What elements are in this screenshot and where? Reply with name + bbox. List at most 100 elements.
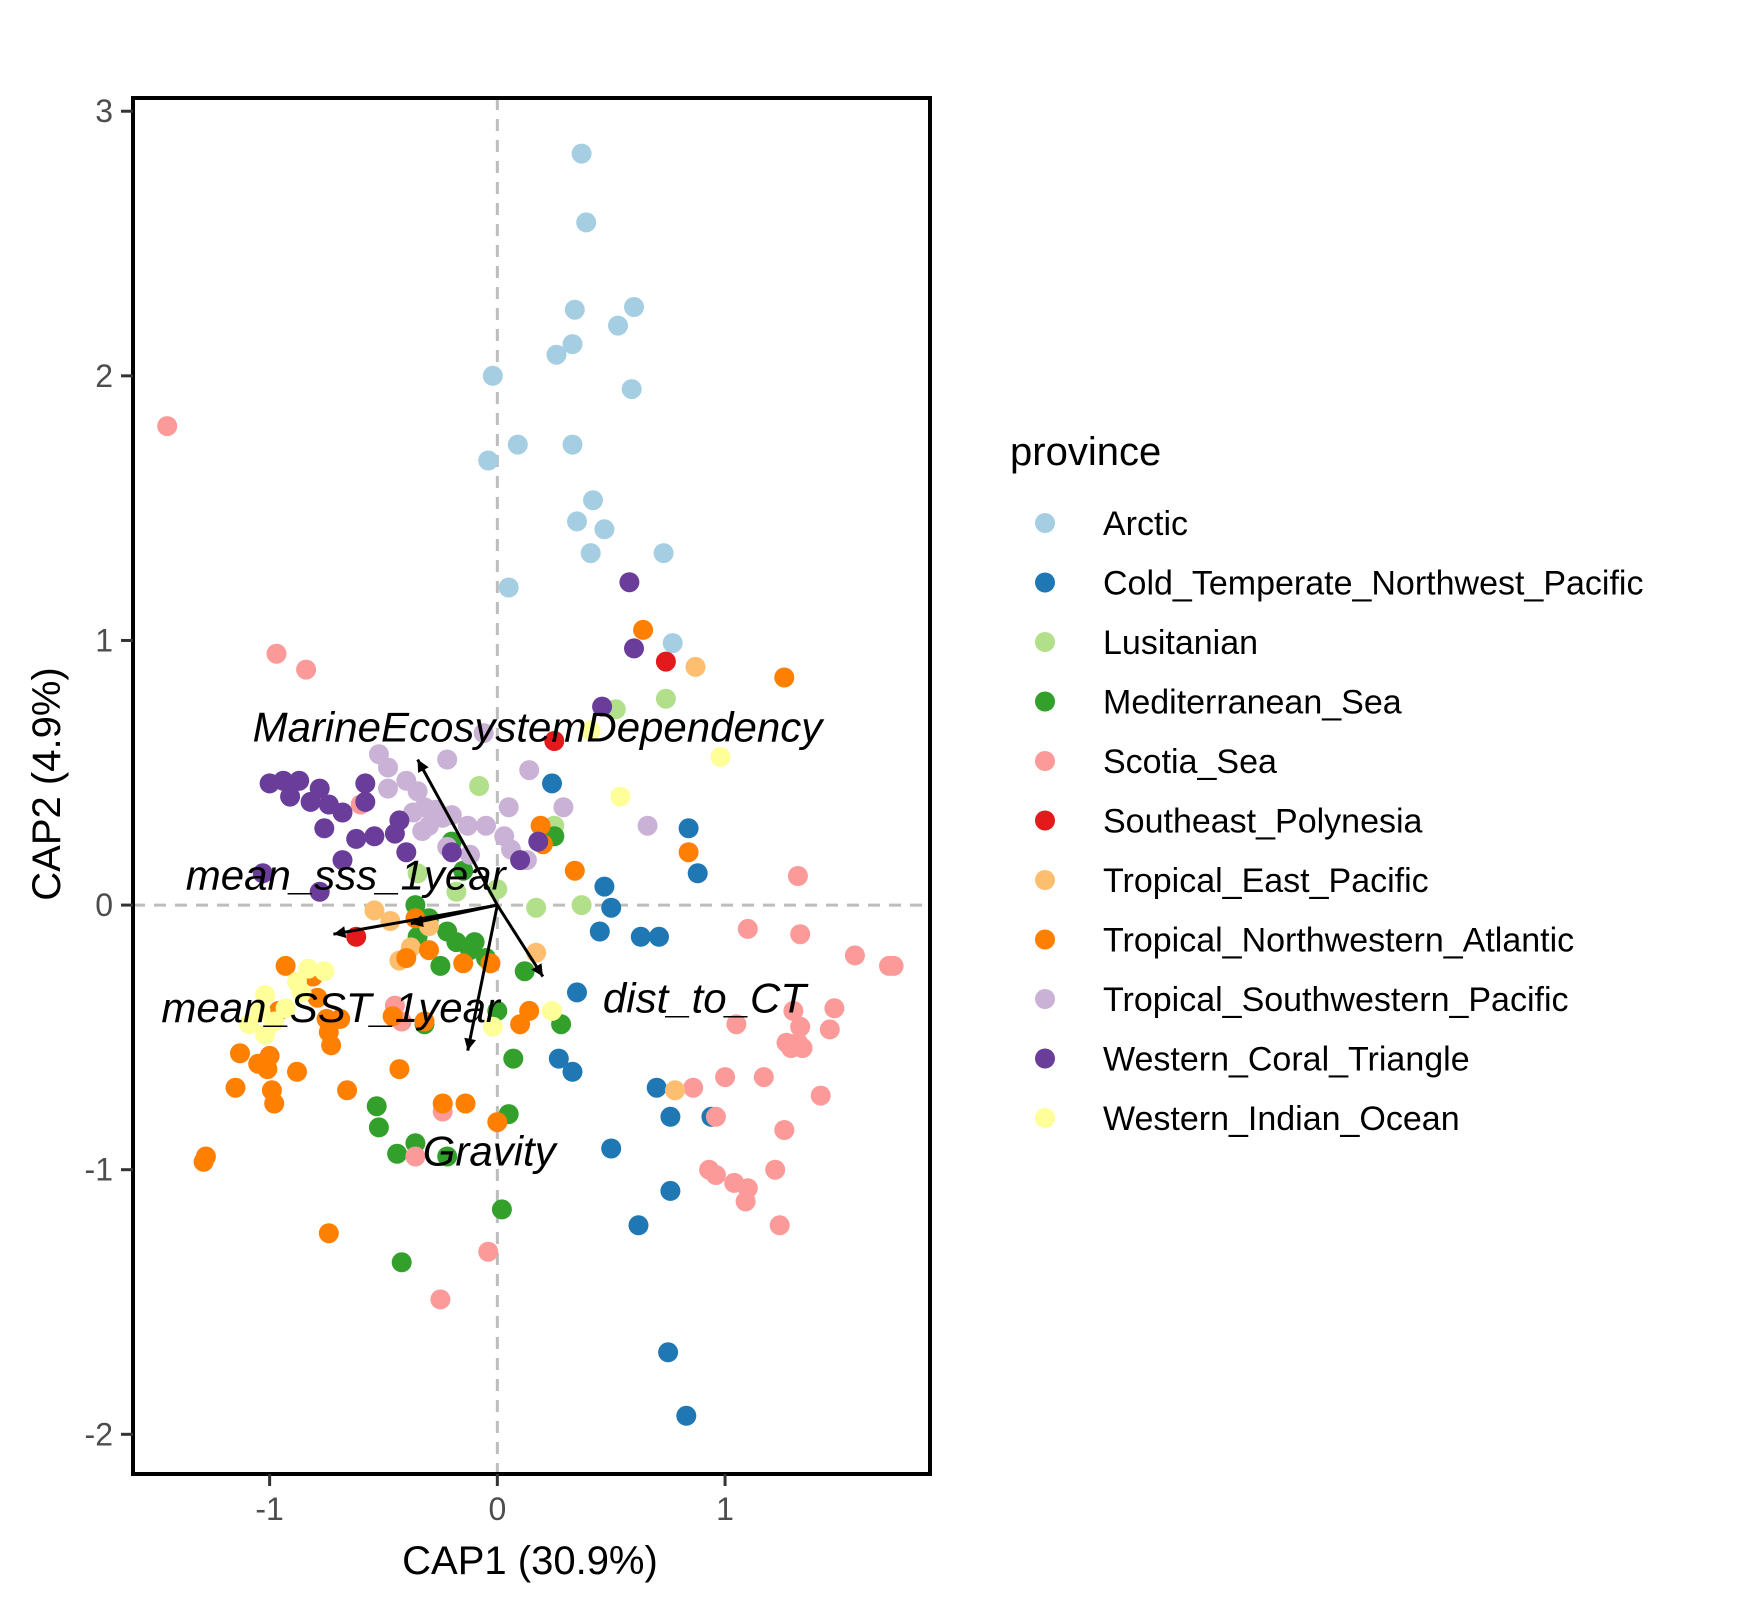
data-point [491, 1199, 512, 1220]
data-point [621, 379, 642, 400]
data-point [296, 659, 317, 680]
legend-swatch [1035, 870, 1055, 890]
data-point [250, 1000, 271, 1021]
data-point [546, 344, 567, 365]
data-point [619, 572, 640, 593]
data-point [628, 1215, 649, 1236]
legend: province Arctic Cold_Temperate_Northwest_… [1010, 430, 1643, 1138]
data-point [792, 1038, 813, 1058]
biplot-arrow: MarineEcosystemDependency [253, 704, 826, 906]
y-tick-label: -2 [85, 1416, 113, 1452]
data-point [544, 731, 565, 751]
arrow-label: mean_SST_1year [161, 984, 502, 1031]
data-point [503, 1048, 524, 1069]
y-tick-label: 1 [95, 622, 113, 658]
data-point [455, 1093, 476, 1114]
data-point [437, 1146, 458, 1167]
data-point [765, 1159, 786, 1180]
data-point [289, 770, 310, 791]
data-point [571, 143, 592, 164]
data-point [608, 315, 628, 336]
legend-item: Western_Indian_Ocean [1035, 1100, 1460, 1138]
legend-item: Arctic [1035, 505, 1188, 543]
data-point [368, 1117, 389, 1138]
legend-label: Lusitanian [1103, 624, 1258, 662]
data-point [783, 1000, 804, 1021]
data-point [280, 786, 301, 807]
legend-swatch [1035, 751, 1055, 771]
data-point [655, 688, 676, 709]
data-point [337, 1080, 358, 1101]
legend-title: province [1010, 430, 1161, 474]
data-point [646, 1077, 667, 1098]
data-point [364, 900, 385, 921]
data-point [562, 1061, 583, 1082]
arrow-head [531, 963, 543, 977]
series-Scotia_Sea [157, 416, 904, 1310]
data-point [300, 791, 321, 812]
data-point [514, 961, 535, 982]
data-point [378, 757, 398, 778]
data-point [594, 876, 615, 897]
legend-label: Cold_Temperate_Northwest_Pacific [1103, 565, 1643, 603]
data-point [567, 511, 587, 532]
data-point [715, 1067, 736, 1088]
data-point [687, 863, 708, 884]
arrow-shaft [496, 904, 545, 978]
legend-label: Tropical_East_Pacific [1103, 862, 1429, 900]
data-point [473, 723, 494, 744]
data-point [665, 1080, 685, 1101]
data-point [364, 826, 385, 847]
x-tick-label: -1 [255, 1491, 283, 1527]
series-Cold_Temperate_Northwest_Pacific [542, 773, 722, 1426]
data-point [528, 831, 549, 852]
data-point [562, 434, 583, 455]
data-point [542, 1000, 562, 1021]
legend-item: Cold_Temperate_Northwest_Pacific [1035, 565, 1643, 603]
data-point [430, 955, 451, 976]
data-point [649, 926, 669, 947]
arrow-label: Gravity [423, 1128, 559, 1175]
legend-swatch [1035, 691, 1055, 712]
data-point [683, 1077, 704, 1098]
data-points [157, 143, 904, 1426]
data-point [309, 881, 330, 902]
data-point [230, 1043, 250, 1064]
x-tick-label: 0 [488, 1491, 506, 1527]
data-point [498, 797, 519, 818]
data-point [660, 1180, 681, 1201]
data-point [655, 651, 676, 672]
data-point [446, 881, 467, 902]
data-point [407, 781, 428, 802]
data-point [774, 667, 795, 688]
data-point [658, 1342, 679, 1363]
data-point [685, 656, 706, 677]
data-point [710, 746, 731, 767]
data-point [453, 953, 474, 974]
data-point [507, 434, 528, 455]
data-point [257, 1059, 278, 1080]
data-point [580, 720, 601, 741]
data-point [405, 1146, 426, 1167]
data-point [774, 1120, 795, 1140]
data-point [389, 810, 410, 831]
data-point [519, 1000, 540, 1021]
legend-item: Tropical_Northwestern_Atlantic [1035, 922, 1574, 960]
data-point [769, 1215, 790, 1236]
arrow-label: MarineEcosystemDependency [253, 704, 826, 751]
data-point [662, 633, 683, 654]
data-point [389, 1059, 410, 1080]
data-point [287, 1061, 307, 1082]
series-Tropical_Southwestern_Pacific [368, 723, 658, 871]
data-point [378, 778, 398, 799]
y-tick-label: 3 [95, 93, 113, 129]
data-point [291, 982, 312, 1003]
data-point [571, 895, 592, 916]
legend-label: Arctic [1103, 505, 1188, 543]
data-point [589, 921, 610, 942]
x-axis-title: CAP1 (30.9%) [402, 1539, 658, 1583]
data-point [630, 926, 651, 947]
y-tick-label: -1 [85, 1152, 113, 1188]
